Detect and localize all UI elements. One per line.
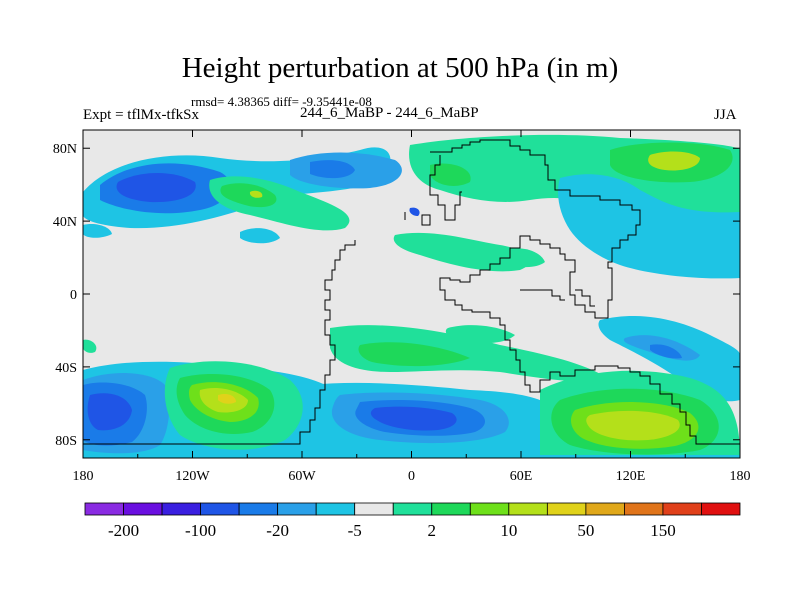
colorbar-swatch	[508, 502, 548, 516]
colorbar-swatch	[238, 502, 279, 516]
colorbar-label: -200	[108, 521, 139, 540]
colorbar-swatch	[200, 502, 240, 516]
colorbar-swatch	[624, 502, 664, 516]
season-label: JJA	[714, 107, 737, 123]
colorbar: -200 -100 -20 -5 2 10 50 150	[84, 502, 741, 540]
x-tick-label: 60W	[288, 469, 316, 484]
colorbar-swatch	[84, 502, 124, 516]
chart-title: Height perturbation at 500 hPa (in m)	[181, 52, 619, 84]
contour-fields	[83, 134, 740, 458]
axis-ticks	[82, 130, 741, 458]
colorbar-swatch	[701, 502, 741, 516]
colorbar-label: 10	[500, 521, 517, 540]
colorbar-label: -100	[185, 521, 216, 540]
colorbar-label: 50	[577, 521, 594, 540]
coastlines	[83, 139, 740, 445]
expt-label: Expt = tflMx-tfkSx	[83, 107, 199, 123]
center-label: 244_6_MaBP - 244_6_MaBP	[300, 105, 479, 121]
colorbar-label: 150	[650, 521, 676, 540]
colorbar-label: -5	[348, 521, 362, 540]
colorbar-swatch	[662, 502, 702, 516]
colorbar-swatch	[469, 502, 510, 516]
colorbar-label: 2	[428, 521, 437, 540]
x-tick-label: 120E	[616, 469, 646, 484]
y-tick-label: 80S	[55, 434, 77, 449]
y-tick-label: 0	[70, 288, 77, 303]
y-tick-label: 80N	[53, 142, 77, 157]
x-tick-label: 120W	[175, 469, 210, 484]
axis-tick-labels: 180 120W 60W 0 60E 120E 180 80N 40N 0 40S 80S	[53, 142, 751, 484]
x-tick-label: 60E	[510, 469, 533, 484]
colorbar-swatch	[354, 502, 394, 516]
colorbar-swatch	[161, 502, 201, 516]
colorbar-swatch	[123, 502, 163, 516]
colorbar-label: -20	[266, 521, 289, 540]
colorbar-swatch	[585, 502, 625, 516]
colorbar-swatch	[315, 502, 356, 516]
x-tick-label: 0	[408, 469, 415, 484]
colorbar-swatch	[546, 502, 587, 516]
stats-line: rmsd= 4.38365 diff= -9.35441e-08	[191, 94, 372, 109]
x-tick-label: 180	[73, 469, 94, 484]
x-tick-label: 180	[730, 469, 751, 484]
colorbar-swatch	[431, 502, 471, 516]
y-tick-label: 40S	[55, 361, 77, 376]
y-tick-label: 40N	[53, 215, 77, 230]
colorbar-swatch	[392, 502, 433, 516]
colorbar-swatch	[277, 502, 317, 516]
